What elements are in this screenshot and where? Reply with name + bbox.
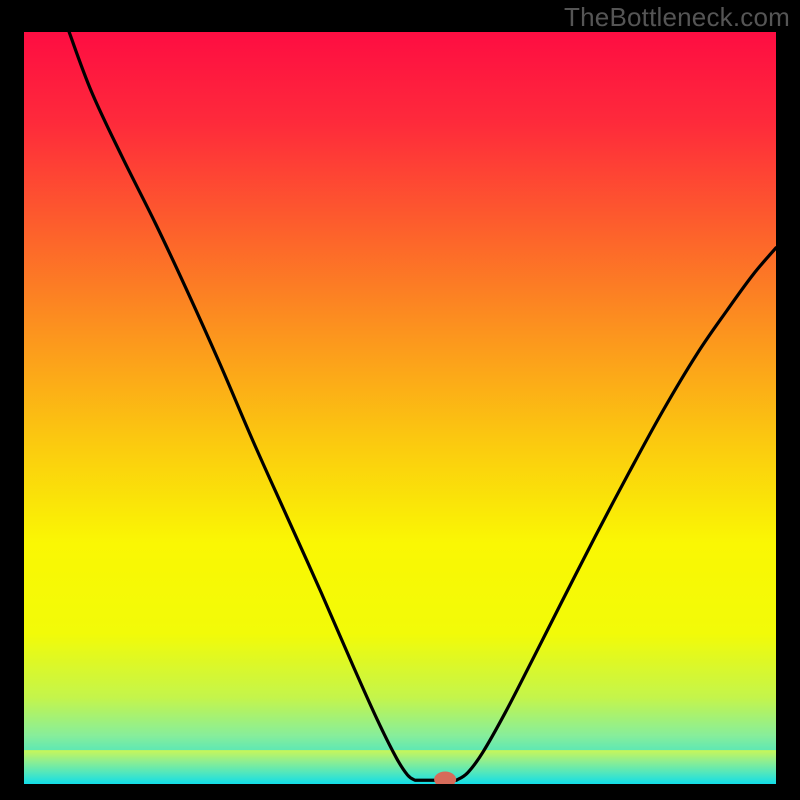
attribution-text: TheBottleneck.com bbox=[564, 2, 790, 33]
bottleneck-curve-plot bbox=[24, 32, 776, 784]
chart-frame: TheBottleneck.com bbox=[0, 0, 800, 800]
plot-svg bbox=[24, 32, 776, 784]
